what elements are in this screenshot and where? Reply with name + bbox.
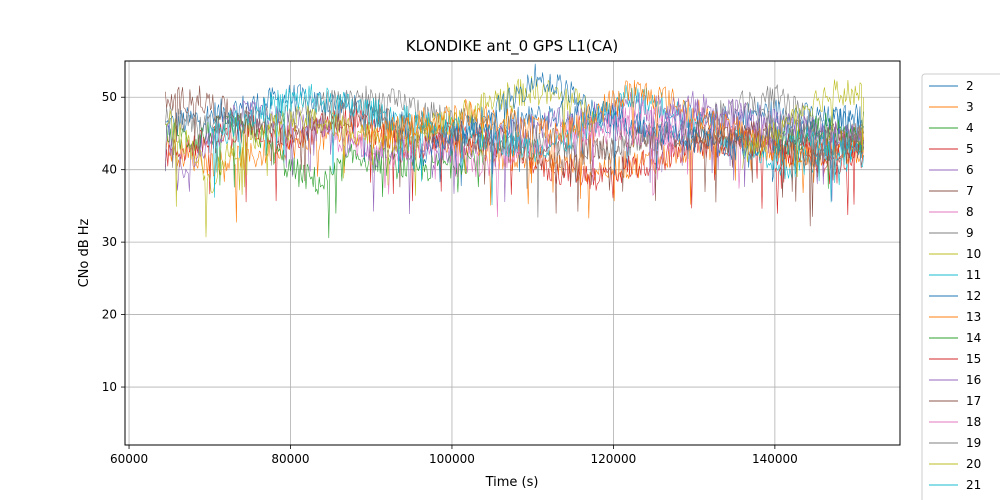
x-axis-ticks: 60000 80000 100000 120000 140000 (110, 445, 798, 466)
plot-area-frame (124, 60, 901, 446)
x-axis-label: Time (s) (485, 475, 539, 490)
x-tick-label: 100000 (429, 452, 475, 466)
y-axis-label: CNo dB Hz (77, 218, 92, 287)
y-tick-label: 10 (102, 380, 117, 394)
legend-label: 16 (966, 373, 981, 387)
y-tick-label: 50 (102, 90, 117, 104)
legend-label: 21 (966, 478, 981, 492)
legend-label: 12 (966, 289, 981, 303)
y-tick-label: 20 (102, 308, 117, 322)
x-tick-label: 80000 (271, 452, 309, 466)
legend-label: 4 (966, 121, 974, 135)
y-tick-label: 30 (102, 235, 117, 249)
legend-label: 8 (966, 205, 974, 219)
legend-label: 3 (966, 100, 974, 114)
legend-frame (921, 73, 1000, 500)
series-line-18 (580, 114, 679, 196)
legend-label: 13 (966, 310, 981, 324)
legend-label: 9 (966, 226, 974, 240)
series-line-10 (165, 76, 598, 238)
series-line-7 (165, 85, 864, 214)
series-line-8 (322, 99, 776, 218)
y-axis-ticks: 10 20 30 40 50 (102, 90, 125, 394)
legend-label: 10 (966, 247, 981, 261)
legend-label: 17 (966, 394, 981, 408)
series-layer (165, 63, 864, 239)
legend-label: 11 (966, 268, 981, 282)
series-line-21 (774, 126, 864, 203)
chart-title: KLONDIKE ant_0 GPS L1(CA) (406, 37, 618, 56)
x-tick-label: 140000 (752, 452, 798, 466)
legend-label: 7 (966, 184, 974, 198)
series-line-19 (758, 108, 864, 164)
legend-label: 2 (966, 79, 974, 93)
legend-label: 18 (966, 415, 981, 429)
x-tick-label: 60000 (110, 452, 148, 466)
legend-label: 5 (966, 142, 974, 156)
legend-label: 19 (966, 436, 981, 450)
legend-label: 6 (966, 163, 974, 177)
series-line-20 (742, 79, 864, 177)
series-line-11 (209, 83, 864, 205)
legend-label: 20 (966, 457, 981, 471)
legend: 2345678910111213141516171819202122 (921, 73, 1000, 500)
legend-label: 14 (966, 331, 981, 345)
y-tick-label: 40 (102, 163, 117, 177)
x-tick-label: 120000 (591, 452, 637, 466)
legend-label: 15 (966, 352, 981, 366)
